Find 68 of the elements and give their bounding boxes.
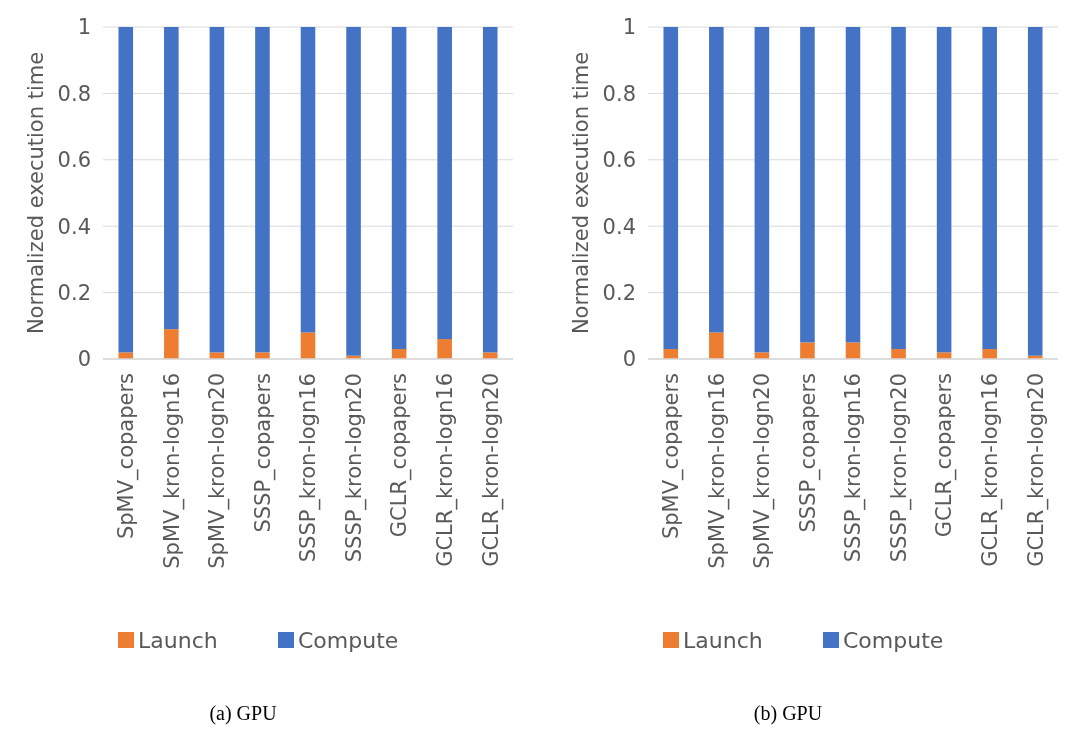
x-tick-label: SSSP_kron-logn16	[841, 373, 867, 563]
x-tick-label: SSSP_copapers	[250, 373, 276, 533]
bar	[209, 27, 225, 353]
x-tick-label: GCLR_kron-logn20	[1023, 373, 1049, 567]
y-tick-label: 0.4	[602, 214, 636, 239]
bar	[891, 27, 906, 350]
x-tick-label: GCLR_kron-logn16	[978, 373, 1004, 567]
bar	[437, 339, 452, 359]
legend-label: Launch	[138, 627, 218, 653]
legend-label: Launch	[683, 627, 763, 653]
bar	[346, 27, 361, 356]
x-tick-label: SpMV_kron-logn16	[704, 373, 730, 569]
bar	[300, 332, 316, 359]
x-tick-label: SSSP_copapers	[795, 373, 821, 533]
y-axis-title: Normalized execution time	[24, 51, 49, 335]
x-tick-label: GCLR_kron-logn16	[433, 373, 459, 567]
x-tick-label: SSSP_kron-logn20	[886, 373, 912, 563]
bar	[936, 27, 952, 353]
y-tick-label: 0.8	[57, 81, 91, 106]
y-tick-label: 0	[77, 347, 91, 372]
bar	[255, 27, 270, 353]
x-tick-label: SpMV_copapers	[659, 373, 685, 540]
y-tick-label: 0.4	[57, 214, 91, 239]
legend-label: Compute	[298, 627, 399, 653]
y-tick-label: 0.8	[602, 81, 636, 106]
bar	[663, 349, 679, 359]
bar	[800, 27, 815, 343]
bar	[391, 27, 407, 350]
bar	[709, 27, 724, 333]
bar	[164, 329, 179, 359]
bar	[845, 27, 861, 343]
y-axis-title: Normalized execution time	[569, 51, 594, 335]
bar	[118, 352, 134, 359]
bar	[482, 27, 498, 353]
bar	[845, 342, 861, 359]
x-tick-label: SSSP_kron-logn20	[341, 373, 367, 563]
bar	[982, 349, 997, 359]
x-tick-label: GCLR_copapers	[387, 373, 413, 538]
y-tick-label: 0.2	[57, 280, 91, 305]
bar	[482, 352, 498, 359]
bar	[891, 349, 906, 359]
y-tick-label: 0	[622, 347, 636, 372]
y-tick-label: 0.2	[602, 280, 636, 305]
bar	[164, 27, 179, 330]
legend-label: Compute	[843, 627, 944, 653]
bar	[255, 352, 270, 359]
x-tick-label: SpMV_kron-logn20	[750, 373, 776, 569]
x-tick-label: SpMV_kron-logn16	[159, 373, 185, 569]
text: (a) GPU	[209, 702, 278, 725]
x-tick-label: GCLR_copapers	[932, 373, 958, 538]
bar	[300, 27, 316, 333]
y-tick-label: 1	[77, 15, 91, 40]
x-tick-label: GCLR_kron-logn20	[478, 373, 504, 567]
bar	[663, 27, 679, 350]
bar	[709, 332, 724, 359]
bar	[118, 27, 134, 353]
bar	[800, 342, 815, 359]
bar	[437, 27, 452, 340]
bar	[1027, 27, 1043, 356]
x-tick-label: SpMV_kron-logn20	[205, 373, 231, 569]
y-tick-label: 0.6	[57, 148, 91, 173]
x-tick-label: SSSP_kron-logn16	[296, 373, 322, 563]
y-tick-label: 1	[622, 15, 636, 40]
text: (b) GPU	[753, 702, 823, 725]
bar	[754, 27, 770, 353]
y-tick-label: 0.6	[602, 148, 636, 173]
x-tick-label: SpMV_copapers	[114, 373, 140, 540]
bar	[982, 27, 997, 350]
